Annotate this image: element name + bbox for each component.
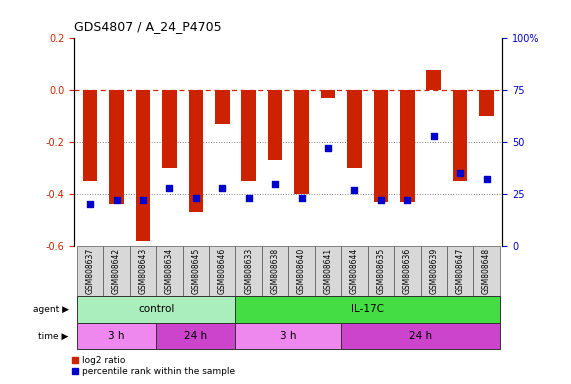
Text: 24 h: 24 h [184,331,207,341]
Bar [400,90,415,202]
Text: GSM808648: GSM808648 [482,248,491,294]
Bar [235,246,262,296]
Point [403,197,412,203]
Point [297,195,306,201]
Point [456,170,465,176]
Text: GSM808645: GSM808645 [191,248,200,294]
Bar [341,323,500,349]
Text: GSM808639: GSM808639 [429,248,439,294]
Text: GSM808647: GSM808647 [456,248,465,294]
Bar [420,246,447,296]
Bar [479,90,494,116]
Text: time ▶: time ▶ [38,331,69,341]
Point [218,185,227,191]
Text: GSM808643: GSM808643 [138,248,147,294]
Bar [235,323,341,349]
Bar [394,246,420,296]
Bar [109,90,124,204]
Text: GSM808637: GSM808637 [86,248,95,294]
Text: GSM808646: GSM808646 [218,248,227,294]
Point [271,180,280,187]
Point [482,176,491,182]
Point [350,187,359,193]
Bar [341,246,368,296]
Text: GSM808641: GSM808641 [324,248,332,294]
Bar [373,90,388,202]
Bar [242,90,256,181]
Bar [262,246,288,296]
Bar [427,70,441,90]
Text: GSM808634: GSM808634 [165,248,174,294]
Bar [103,246,130,296]
Text: 3 h: 3 h [108,331,125,341]
Point [323,145,332,151]
Text: 3 h: 3 h [280,331,296,341]
Text: control: control [138,304,174,314]
Text: 24 h: 24 h [409,331,432,341]
Bar [130,246,156,296]
Point [86,201,95,207]
Text: GSM808638: GSM808638 [271,248,280,294]
Bar [183,246,209,296]
Bar [136,90,150,240]
Legend: log2 ratio, percentile rank within the sample: log2 ratio, percentile rank within the s… [67,353,239,379]
Bar [156,246,183,296]
Text: GSM808640: GSM808640 [297,248,306,294]
Bar [77,246,103,296]
Bar [268,90,283,160]
Text: GSM808633: GSM808633 [244,248,253,294]
Bar [294,90,309,194]
Bar [77,296,235,323]
Point [191,195,200,201]
Bar [368,246,394,296]
Bar [288,246,315,296]
Point [138,197,147,203]
Text: GSM808636: GSM808636 [403,248,412,294]
Point [429,133,439,139]
Bar [83,90,98,181]
Bar [447,246,473,296]
Bar [215,90,230,124]
Bar [347,90,361,168]
Bar [162,90,176,168]
Text: IL-17C: IL-17C [351,304,384,314]
Point [112,197,121,203]
Bar [77,323,156,349]
Point [244,195,254,201]
Point [165,185,174,191]
Text: GSM808644: GSM808644 [350,248,359,294]
Bar [235,296,500,323]
Bar [321,90,335,98]
Bar [156,323,235,349]
Bar [209,246,235,296]
Text: GDS4807 / A_24_P4705: GDS4807 / A_24_P4705 [74,20,222,33]
Bar [453,90,468,181]
Text: GSM808642: GSM808642 [112,248,121,294]
Bar [188,90,203,212]
Text: GSM808635: GSM808635 [376,248,385,294]
Point [376,197,385,203]
Bar [473,246,500,296]
Text: agent ▶: agent ▶ [33,305,69,314]
Bar [315,246,341,296]
